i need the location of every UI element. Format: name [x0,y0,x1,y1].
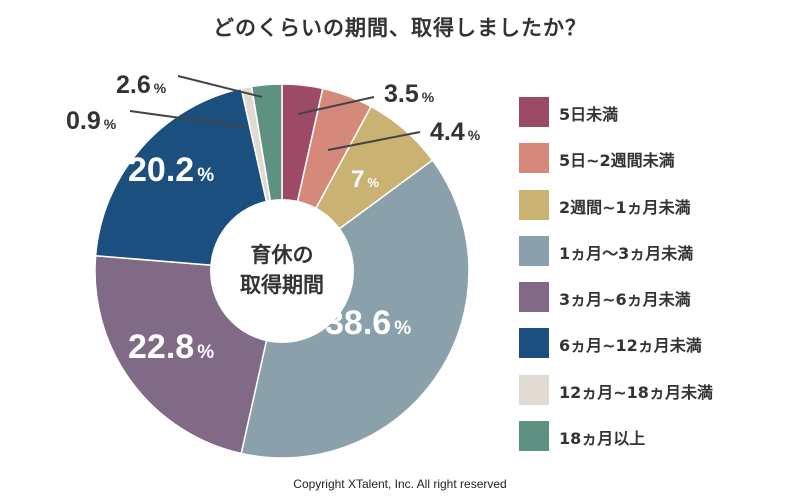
legend-swatch-6 [519,328,549,359]
legend-label-7: 12ヵ月~18ヵ月未満 [559,382,713,402]
copyright-text: Copyright XTalent, Inc. All right reserv… [293,477,507,491]
center-label-line-1: 育休の [251,243,314,267]
center-label-line-2: 取得期間 [240,273,324,297]
legend-swatch-2 [519,143,549,174]
pie-slice-4 [240,159,470,459]
leader-line-1 [297,96,375,115]
data-label-7: 0.9% [66,107,117,135]
legend-swatch-5 [519,282,549,313]
legend-swatch-8 [519,421,549,452]
data-label-5: 22.8% [128,328,214,366]
leader-line-7 [129,110,247,128]
legend-item-5: 3ヵ月~6ヵ月未満 [519,278,789,324]
data-label-6: 20.2% [128,151,214,189]
legend-label-2: 5日~2週間未満 [559,151,675,171]
donut-hole [210,199,354,343]
legend-swatch-7 [519,374,549,405]
legend-item-4: 1ヵ月〜3ヵ月未満 [519,232,789,278]
data-label-1: 3.5% [384,80,435,108]
legend-item-1: 5日未満 [519,93,789,139]
legend-item-3: 2週間~1ヵ月未満 [519,186,789,232]
legend-label-5: 3ヵ月~6ヵ月未満 [559,290,691,310]
legend-item-8: 18ヵ月以上 [519,417,789,463]
legend-label-8: 18ヵ月以上 [559,429,646,449]
legend-item-2: 5日~2週間未満 [519,139,789,185]
legend-item-6: 6ヵ月~12ヵ月未満 [519,324,789,370]
data-label-8: 2.6% [116,71,167,99]
legend-swatch-3 [519,189,549,220]
data-label-2: 4.4% [430,118,481,146]
legend-label-4: 1ヵ月〜3ヵ月未満 [559,243,694,263]
legend-label-6: 6ヵ月~12ヵ月未満 [559,336,702,356]
legend-swatch-4 [519,235,549,266]
legend: 5日未満 5日~2週間未満 2週間~1ヵ月未満 1ヵ月〜3ヵ月未満 3ヵ月~6ヵ月未満 6… [519,93,789,463]
leader-line-2 [327,131,421,151]
leader-line-8 [177,75,263,98]
data-label-3: 7% [351,166,379,193]
legend-label-1: 5日未満 [559,105,619,124]
legend-label-3: 2週間~1ヵ月未満 [559,197,691,217]
legend-item-7: 12ヵ月~18ヵ月未満 [519,371,789,417]
legend-swatch-1 [519,97,549,127]
chart-title: どのくらいの期間、取得しましたか？ [213,16,587,40]
